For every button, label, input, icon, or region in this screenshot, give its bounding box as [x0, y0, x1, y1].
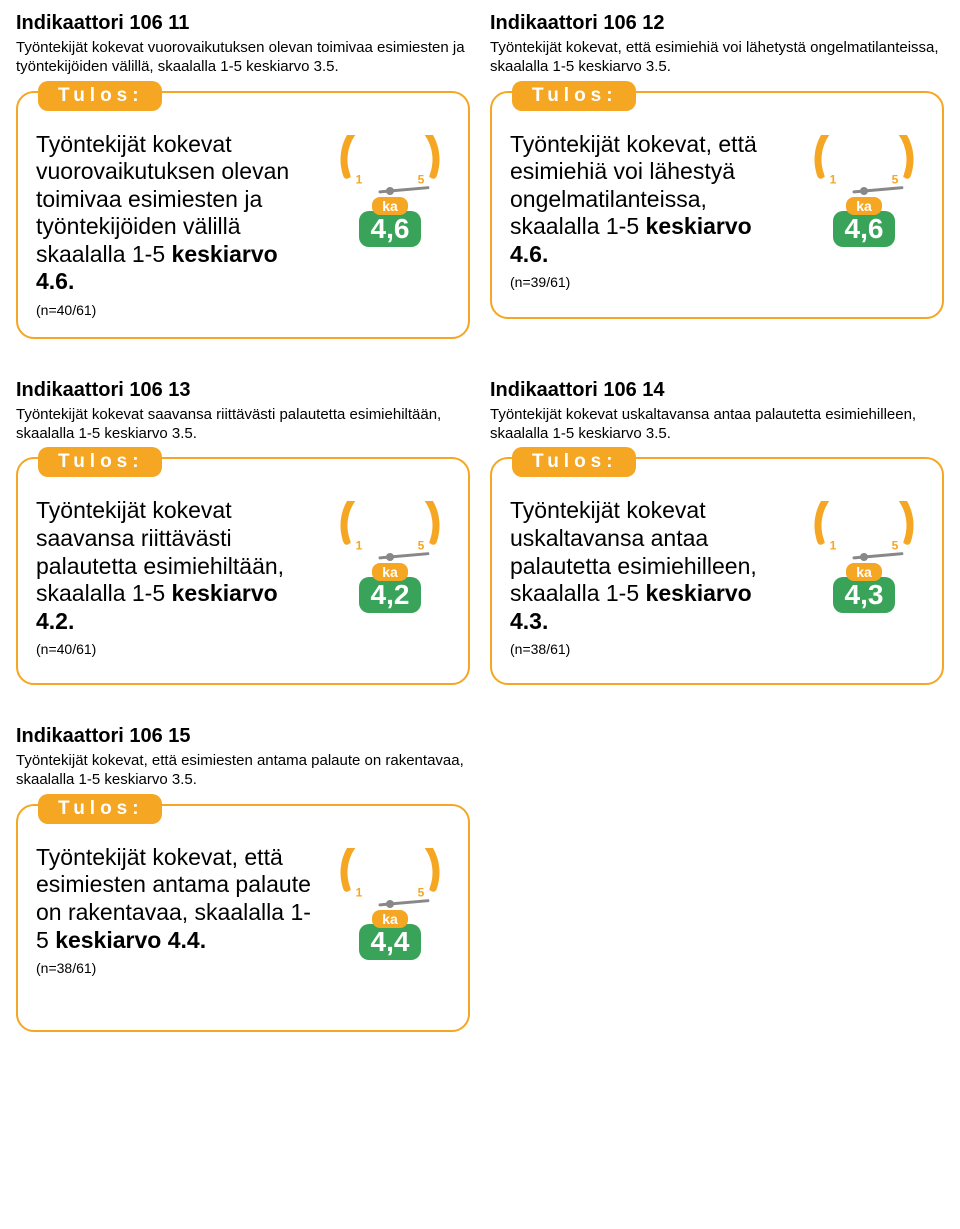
- result-text: Työntekijät kokevat, että esimiesten ant…: [36, 844, 320, 1012]
- result-badge: Tulos:: [38, 794, 162, 824]
- indicator-title: Indikaattori 106 12: [490, 12, 944, 35]
- ka-value: 4,2: [359, 577, 422, 613]
- gauge-tick-label: 5: [418, 539, 425, 553]
- indicator-description: Työntekijät kokevat uskaltavansa antaa p…: [490, 406, 944, 444]
- indicator-description: Työntekijät kokevat, että esimiehiä voi …: [490, 39, 944, 77]
- gauge-tick-label: 5: [418, 886, 425, 900]
- indicator-description: Työntekijät kokevat vuorovaikutuksen ole…: [16, 39, 470, 77]
- gauge-icon: 12345: [336, 501, 444, 569]
- ka-label: ka: [846, 563, 882, 581]
- gauge-tick-label: 5: [418, 172, 425, 186]
- gauge-tick-label: 1: [356, 539, 363, 553]
- result-box: Tulos: Työntekijät kokevat, että esimies…: [16, 804, 470, 1032]
- gauge-icon: 12345: [810, 135, 918, 203]
- gauge-wrap: 12345 ka 4,3: [804, 497, 924, 665]
- ka-wrap: ka 4,6: [833, 197, 896, 247]
- result-text: Työntekijät kokevat, että esimiehiä voi …: [510, 131, 794, 299]
- result-note: (n=38/61): [510, 641, 794, 658]
- gauge-wrap: 12345 ka 4,6: [804, 131, 924, 299]
- indicator-title: Indikaattori 106 11: [16, 12, 470, 35]
- indicator-title: Indikaattori 106 14: [490, 379, 944, 402]
- ka-value: 4,6: [833, 211, 896, 247]
- indicator-card: Indikaattori 106 14 Työntekijät kokevat …: [490, 379, 944, 686]
- gauge-icon: 12345: [810, 501, 918, 569]
- gauge-icon: 12345: [336, 135, 444, 203]
- result-bold: keskiarvo 4.4.: [55, 927, 206, 953]
- result-badge: Tulos:: [512, 81, 636, 111]
- result-badge: Tulos:: [512, 447, 636, 477]
- indicator-description: Työntekijät kokevat saavansa riittävästi…: [16, 406, 470, 444]
- indicator-card: Indikaattori 106 12 Työntekijät kokevat,…: [490, 12, 944, 339]
- ka-wrap: ka 4,4: [359, 910, 422, 960]
- card-row: Indikaattori 106 11 Työntekijät kokevat …: [16, 12, 944, 339]
- result-note: (n=40/61): [36, 302, 320, 319]
- ka-value: 4,3: [833, 577, 896, 613]
- result-box: Tulos: Työntekijät kokevat uskaltavansa …: [490, 457, 944, 685]
- indicator-title: Indikaattori 106 13: [16, 379, 470, 402]
- ka-value: 4,6: [359, 211, 422, 247]
- gauge-tick-label: 1: [830, 539, 837, 553]
- indicator-card: Indikaattori 106 11 Työntekijät kokevat …: [16, 12, 470, 339]
- result-text: Työntekijät kokevat vuorovaikutuksen ole…: [36, 131, 320, 319]
- gauge-tick-label: 5: [892, 172, 899, 186]
- gauge-icon: 12345: [336, 848, 444, 916]
- indicator-description: Työntekijät kokevat, että esimiesten ant…: [16, 752, 470, 790]
- result-note: (n=38/61): [36, 960, 320, 977]
- gauge-tick-label: 1: [830, 172, 837, 186]
- gauge-wrap: 12345 ka 4,6: [330, 131, 450, 319]
- result-badge: Tulos:: [38, 447, 162, 477]
- ka-label: ka: [372, 910, 408, 928]
- result-box: Tulos: Työntekijät kokevat vuorovaikutuk…: [16, 91, 470, 339]
- indicator-card: Indikaattori 106 15 Työntekijät kokevat,…: [16, 725, 470, 1032]
- result-box: Tulos: Työntekijät kokevat saavansa riit…: [16, 457, 470, 685]
- result-text: Työntekijät kokevat saavansa riittävästi…: [36, 497, 320, 665]
- result-badge: Tulos:: [38, 81, 162, 111]
- ka-wrap: ka 4,2: [359, 563, 422, 613]
- ka-wrap: ka 4,3: [833, 563, 896, 613]
- gauge-tick-label: 1: [356, 172, 363, 186]
- ka-label: ka: [846, 197, 882, 215]
- result-box: Tulos: Työntekijät kokevat, että esimieh…: [490, 91, 944, 319]
- card-row: Indikaattori 106 15 Työntekijät kokevat,…: [16, 725, 944, 1032]
- result-note: (n=40/61): [36, 641, 320, 658]
- ka-value: 4,4: [359, 924, 422, 960]
- indicator-card: Indikaattori 106 13 Työntekijät kokevat …: [16, 379, 470, 686]
- indicator-title: Indikaattori 106 15: [16, 725, 470, 748]
- ka-label: ka: [372, 197, 408, 215]
- card-row: Indikaattori 106 13 Työntekijät kokevat …: [16, 379, 944, 686]
- result-note: (n=39/61): [510, 274, 794, 291]
- ka-wrap: ka 4,6: [359, 197, 422, 247]
- ka-label: ka: [372, 563, 408, 581]
- gauge-tick-label: 5: [892, 539, 899, 553]
- gauge-wrap: 12345 ka 4,2: [330, 497, 450, 665]
- result-text: Työntekijät kokevat uskaltavansa antaa p…: [510, 497, 794, 665]
- gauge-wrap: 12345 ka 4,4: [330, 844, 450, 1012]
- gauge-tick-label: 1: [356, 886, 363, 900]
